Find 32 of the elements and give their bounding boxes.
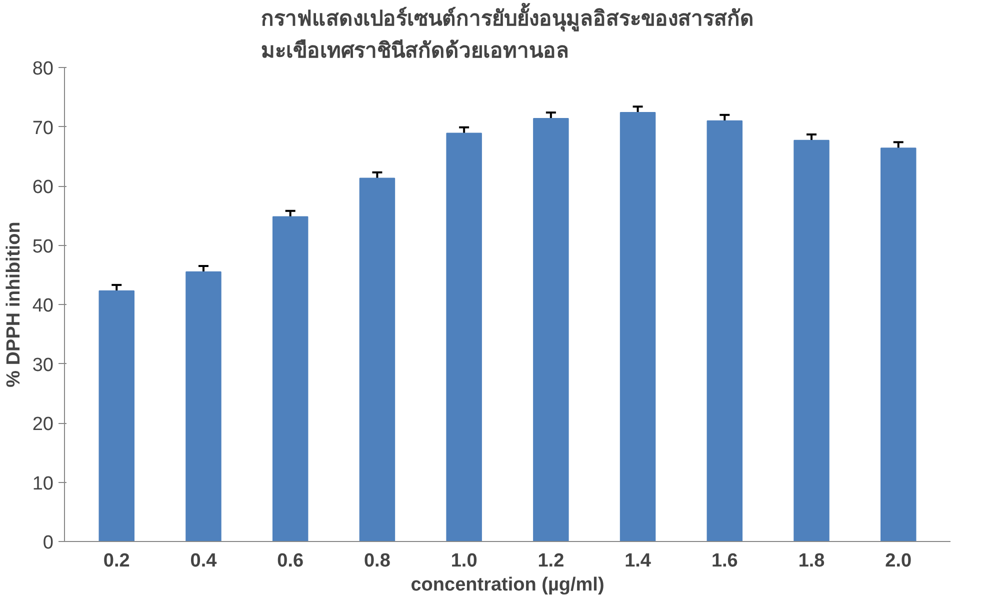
x-tick-label: 1.6 [711, 550, 738, 572]
bar [533, 118, 569, 542]
bar [446, 132, 482, 542]
y-tick-label: 70 [32, 118, 54, 139]
y-tick-label: 60 [32, 177, 54, 198]
bar [186, 271, 222, 542]
x-tick-label: 1.8 [798, 550, 825, 572]
bar [620, 112, 656, 542]
bar [359, 178, 396, 542]
y-tick-label: 50 [32, 236, 54, 258]
bar [880, 148, 916, 542]
y-tick-label: 30 [32, 354, 54, 376]
y-tick-label: 80 [32, 58, 54, 80]
x-tick-label: 1.2 [538, 550, 564, 572]
bar [98, 290, 134, 542]
y-tick-label: 0 [42, 532, 54, 554]
x-tick-label: 2.0 [885, 550, 912, 572]
bar [706, 120, 743, 542]
x-tick-label: 0.8 [364, 550, 390, 572]
x-axis-title: concentration (µg/ml) [410, 574, 604, 596]
x-tick-label: 1.4 [624, 550, 652, 572]
chart-title: กราฟแสดงเปอร์เซนต์การยับยั้งอนุมูลอิสระของสารสกัด มะเขือเทศราชินีสกัดด้วยเอทานอล [261, 2, 754, 62]
y-tick-label: 10 [32, 473, 54, 494]
x-tick-label: 0.4 [190, 550, 218, 572]
x-tick-label: 1.0 [450, 550, 478, 572]
x-tick-label: 0.6 [277, 550, 304, 572]
x-tick-label: 0.2 [103, 550, 130, 572]
y-tick-label: 20 [32, 414, 54, 435]
y-axis-title: % DPPH inhibition [3, 222, 24, 388]
bar [794, 140, 830, 542]
y-tick-label: 40 [32, 296, 54, 316]
bar [272, 216, 308, 542]
